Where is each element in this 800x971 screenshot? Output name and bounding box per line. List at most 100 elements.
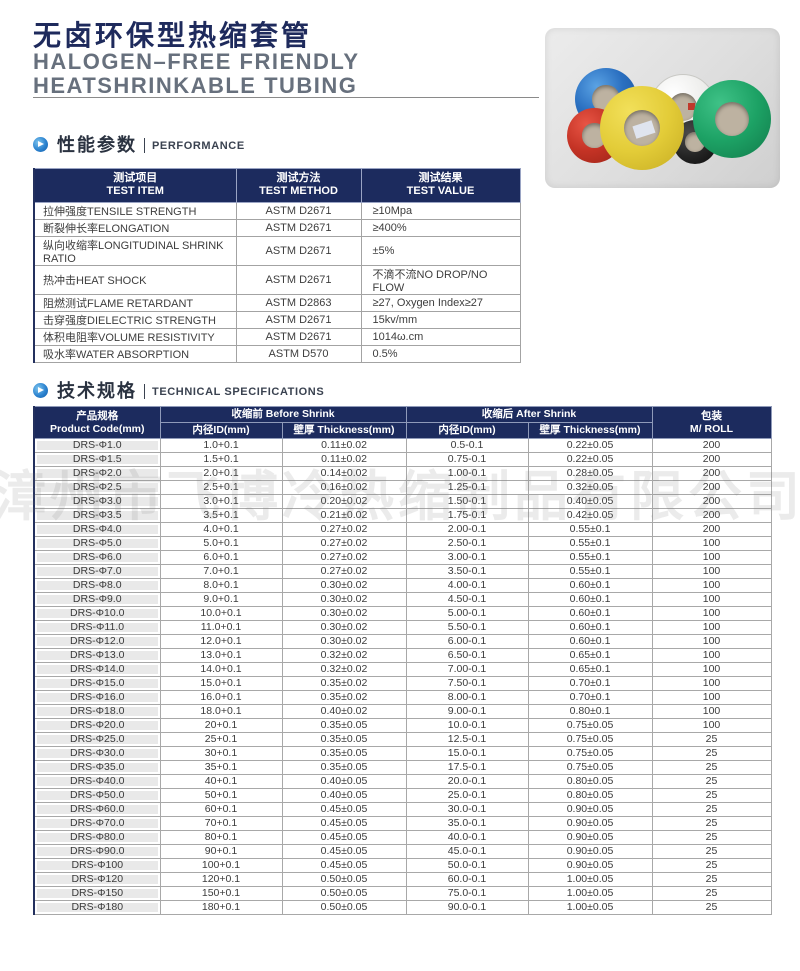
section-arrow-icon — [33, 382, 48, 398]
package-cell: 25 — [651, 802, 772, 817]
col-group-before-shrink: 收缩前 Before Shrink — [159, 406, 407, 423]
product-code-cell: DRS-Φ14.0 — [33, 662, 161, 677]
after-thickness-cell: 0.75±0.05 — [527, 746, 653, 761]
package-cell: 200 — [651, 508, 772, 523]
specifications-table-row: DRS-Φ100 100+0.1 0.45±0.05 50.0-0.1 0.90… — [33, 858, 772, 873]
test-item-cell: 热冲击HEAT SHOCK — [33, 265, 237, 295]
specifications-table-row: DRS-Φ30.0 30+0.1 0.35±0.05 15.0-0.1 0.75… — [33, 746, 772, 761]
after-id-cell: 1.00-0.1 — [405, 466, 529, 481]
test-item-cell: 纵向收缩率LONGITUDINAL SHRINK RATIO — [33, 236, 237, 266]
specifications-title-en: TECHNICAL SPECIFICATIONS — [152, 385, 325, 398]
after-thickness-cell: 0.90±0.05 — [527, 858, 653, 873]
after-id-cell: 7.50-0.1 — [405, 676, 529, 691]
after-id-cell: 7.00-0.1 — [405, 662, 529, 677]
after-id-cell: 8.00-0.1 — [405, 690, 529, 705]
after-thickness-cell: 0.28±0.05 — [527, 466, 653, 481]
product-code-cell: DRS-Φ60.0 — [33, 802, 161, 817]
after-thickness-cell: 0.90±0.05 — [527, 816, 653, 831]
specifications-table-row: DRS-Φ180 180+0.1 0.50±0.05 90.0-0.1 1.00… — [33, 900, 772, 915]
package-cell: 200 — [651, 452, 772, 467]
test-item-cell: 阻燃测试FLAME RETARDANT — [33, 294, 237, 312]
before-thickness-cell: 0.27±0.02 — [281, 522, 407, 537]
after-id-cell: 40.0-0.1 — [405, 830, 529, 845]
after-id-cell: 17.5-0.1 — [405, 760, 529, 775]
before-thickness-cell: 0.45±0.05 — [281, 816, 407, 831]
before-thickness-cell: 0.11±0.02 — [281, 438, 407, 453]
after-id-cell: 9.00-0.1 — [405, 704, 529, 719]
before-id-cell: 5.0+0.1 — [159, 536, 283, 551]
col-product-code-en: Product Code(mm) — [50, 422, 145, 435]
before-id-cell: 9.0+0.1 — [159, 592, 283, 607]
specifications-table-row: DRS-Φ16.0 16.0+0.1 0.35±0.02 8.00-0.1 0.… — [33, 690, 772, 705]
product-code-cell: DRS-Φ35.0 — [33, 760, 161, 775]
product-code-cell: DRS-Φ180 — [33, 900, 161, 915]
product-code-cell: DRS-Φ10.0 — [33, 606, 161, 621]
after-thickness-cell: 0.55±0.1 — [527, 522, 653, 537]
after-id-cell: 20.0-0.1 — [405, 774, 529, 789]
specifications-table-row: DRS-Φ1.5 1.5+0.1 0.11±0.02 0.75-0.1 0.22… — [33, 452, 772, 467]
before-thickness-cell: 0.27±0.02 — [281, 564, 407, 579]
after-thickness-cell: 0.55±0.1 — [527, 536, 653, 551]
after-id-cell: 25.0-0.1 — [405, 788, 529, 803]
package-cell: 25 — [651, 900, 772, 915]
performance-table-row: 纵向收缩率LONGITUDINAL SHRINK RATIO ASTM D267… — [33, 236, 521, 266]
after-thickness-cell: 0.55±0.1 — [527, 550, 653, 565]
col-after-id: 内径ID(mm) — [405, 422, 529, 439]
test-item-cell: 断裂伸长率ELONGATION — [33, 219, 237, 237]
package-cell: 100 — [651, 648, 772, 663]
package-cell: 100 — [651, 564, 772, 579]
specifications-table-row: DRS-Φ60.0 60+0.1 0.45±0.05 30.0-0.1 0.90… — [33, 802, 772, 817]
product-code-cell: DRS-Φ25.0 — [33, 732, 161, 747]
after-id-cell: 5.50-0.1 — [405, 620, 529, 635]
green-roll-image — [693, 80, 771, 158]
specifications-title-cn: 技术规格 — [57, 381, 137, 401]
package-cell: 100 — [651, 690, 772, 705]
before-thickness-cell: 0.35±0.02 — [281, 676, 407, 691]
after-thickness-cell: 0.55±0.1 — [527, 564, 653, 579]
before-id-cell: 2.5+0.1 — [159, 480, 283, 495]
before-id-cell: 70+0.1 — [159, 816, 283, 831]
test-method-cell: ASTM D2671 — [235, 219, 362, 237]
col-test-value-en: TEST VALUE — [406, 185, 475, 197]
col-test-method-en: TEST METHOD — [259, 185, 338, 197]
package-cell: 25 — [651, 788, 772, 803]
product-code-cell: DRS-Φ2.5 — [33, 480, 161, 495]
after-thickness-cell: 0.70±0.1 — [527, 690, 653, 705]
package-cell: 25 — [651, 872, 772, 887]
before-id-cell: 6.0+0.1 — [159, 550, 283, 565]
product-code-cell: DRS-Φ15.0 — [33, 676, 161, 691]
col-package-en: M/ ROLL — [689, 422, 734, 435]
after-thickness-cell: 0.80±0.1 — [527, 704, 653, 719]
package-cell: 25 — [651, 886, 772, 901]
before-id-cell: 16.0+0.1 — [159, 690, 283, 705]
after-id-cell: 2.00-0.1 — [405, 522, 529, 537]
product-code-cell: DRS-Φ18.0 — [33, 704, 161, 719]
after-id-cell: 90.0-0.1 — [405, 900, 529, 915]
product-code-cell: DRS-Φ20.0 — [33, 718, 161, 733]
before-thickness-cell: 0.30±0.02 — [281, 578, 407, 593]
after-id-cell: 0.75-0.1 — [405, 452, 529, 467]
before-id-cell: 20+0.1 — [159, 718, 283, 733]
before-id-cell: 50+0.1 — [159, 788, 283, 803]
col-before-thickness: 壁厚 Thickness(mm) — [281, 422, 407, 439]
before-thickness-cell: 0.32±0.02 — [281, 648, 407, 663]
package-cell: 100 — [651, 620, 772, 635]
after-id-cell: 4.00-0.1 — [405, 578, 529, 593]
performance-table-row: 热冲击HEAT SHOCK ASTM D2671 不滴不流NO DROP/NO … — [33, 265, 521, 295]
after-id-cell: 60.0-0.1 — [405, 872, 529, 887]
page-title: 无卤环保型热缩套管 — [33, 20, 313, 51]
package-cell: 100 — [651, 676, 772, 691]
package-cell: 25 — [651, 760, 772, 775]
specifications-table-row: DRS-Φ90.0 90+0.1 0.45±0.05 45.0-0.1 0.90… — [33, 844, 772, 859]
after-id-cell: 35.0-0.1 — [405, 816, 529, 831]
before-thickness-cell: 0.35±0.05 — [281, 760, 407, 775]
before-thickness-cell: 0.32±0.02 — [281, 662, 407, 677]
package-cell: 100 — [651, 550, 772, 565]
product-code-cell: DRS-Φ30.0 — [33, 746, 161, 761]
specifications-table-row: DRS-Φ70.0 70+0.1 0.45±0.05 35.0-0.1 0.90… — [33, 816, 772, 831]
after-id-cell: 1.25-0.1 — [405, 480, 529, 495]
before-thickness-cell: 0.30±0.02 — [281, 620, 407, 635]
after-thickness-cell: 0.60±0.1 — [527, 620, 653, 635]
test-value-cell: ±5% — [360, 236, 521, 266]
